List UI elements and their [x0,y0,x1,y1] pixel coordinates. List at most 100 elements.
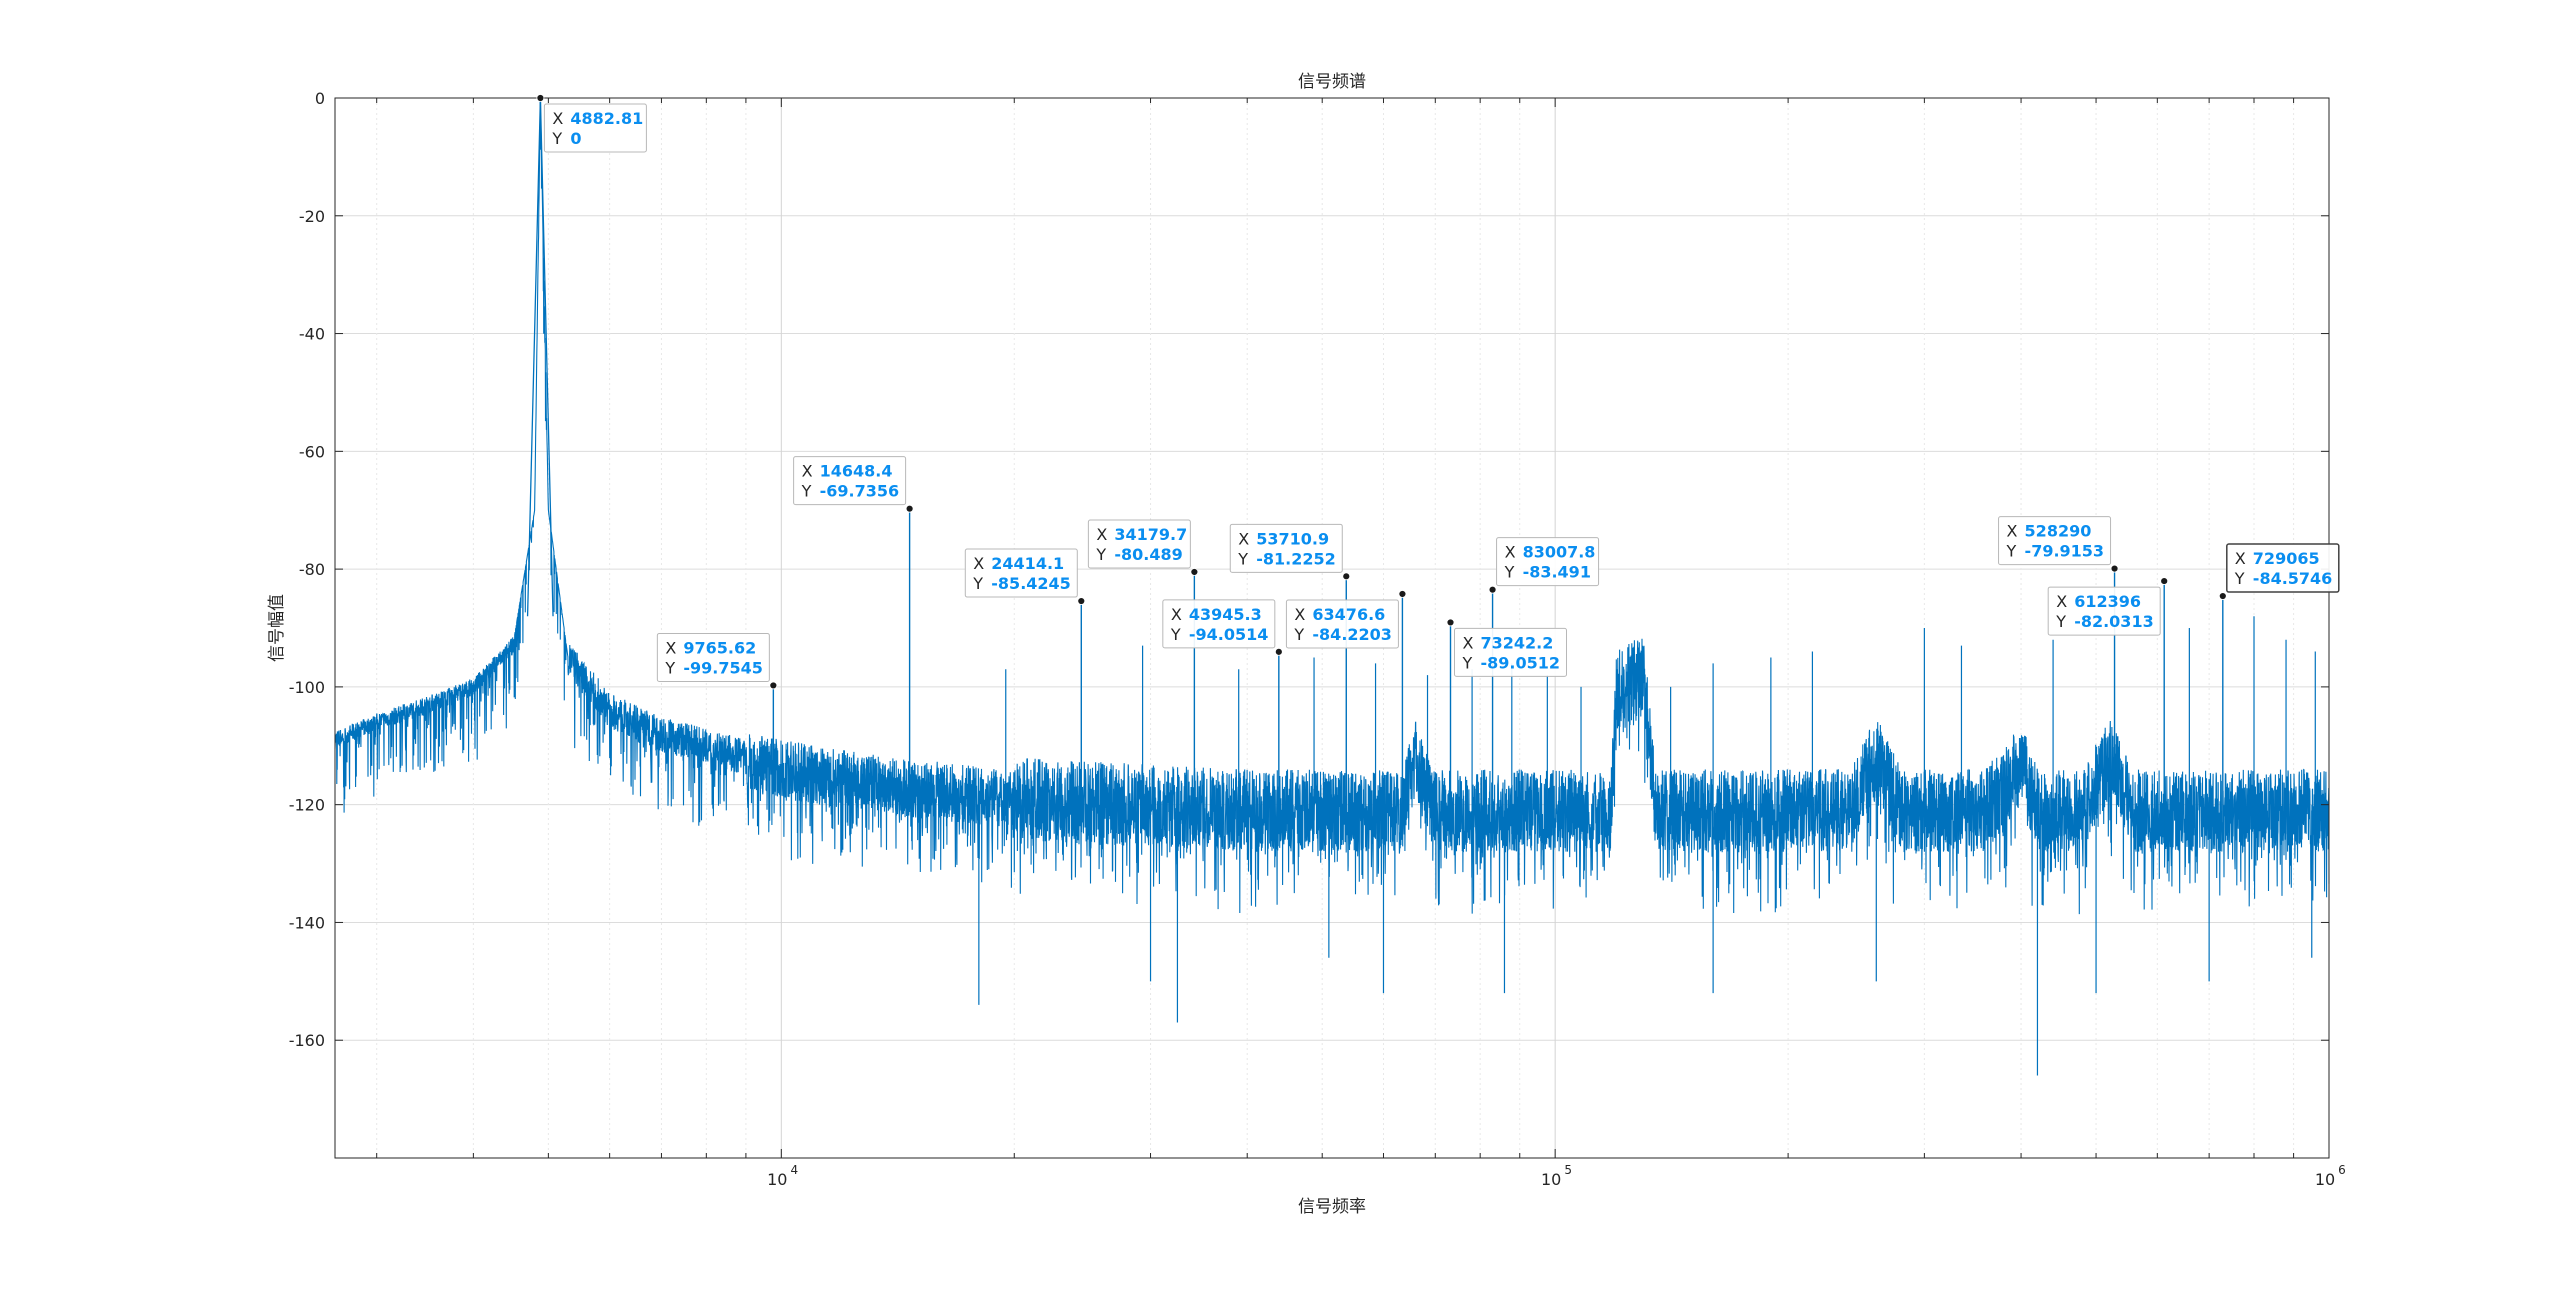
datatip[interactable]: X 83007.8 Y -83.491 [1488,537,1600,594]
datatip-x-value: 53710.9 [1256,529,1329,548]
datatip[interactable]: X 24414.1 Y -85.4245 [964,548,1086,605]
datatip[interactable]: X 53710.9 Y -81.2252 [1229,523,1351,581]
datatip-x-key: X [665,638,676,657]
datatip-marker [1446,618,1455,627]
y-tick-label: 0 [315,89,325,108]
datatip-marker [1398,590,1407,598]
datatip-box [656,632,770,682]
datatip-x-value: 612396 [2074,592,2141,611]
datatip-y-value: -82.0313 [2074,612,2154,631]
datatip-x-key: X [1096,525,1107,544]
y-tick-label: -140 [289,913,325,932]
datatip-y-value: -84.2203 [1312,625,1392,644]
x-tick-exponent: 4 [790,1163,798,1177]
y-tick-label: -80 [299,560,325,579]
datatip-y-value: -69.7356 [820,482,900,501]
datatip-marker [2218,592,2227,600]
x-axis-label: 信号频率 [1298,1197,1366,1217]
series-line [334,97,2330,1076]
datatip-y-value: -84.5746 [2253,569,2333,588]
datatip-y-key: Y [1504,563,1515,582]
datatip-x-value: 34179.7 [1114,525,1187,544]
grid [335,97,2330,1158]
datatip-x-key: X [552,109,563,128]
datatip-x-key: X [2007,522,2018,541]
axes-frame [334,97,2330,1159]
datatip-x-value: 4882.81 [570,109,643,128]
datatip-marker [1190,568,1199,576]
datatip-x-value: 14648.4 [820,462,893,481]
y-tick-label: -160 [289,1031,325,1050]
datatip-marker [2160,577,2169,585]
datatip-y-value: -83.491 [1523,563,1591,582]
datatip[interactable]: X 63476.6 Y -84.2203 [1285,590,1407,649]
datatip-x-key: X [2056,592,2067,611]
datatip-marker [1274,647,1283,656]
datatip-x-key: X [1171,605,1182,624]
datatip[interactable]: X 729065 Y -84.5746 [2218,543,2340,600]
datatip-box [2226,543,2340,593]
datatip-x-value: 729065 [2253,549,2320,568]
datatip[interactable]: X 612396 Y -82.0313 [2047,577,2169,636]
chart-title: 信号频谱 [1298,72,1366,92]
datatip-box [1162,599,1276,649]
y-tick-label: -120 [289,796,325,815]
datatip-box [2047,586,2161,636]
datatip-y-value: -85.4245 [991,574,1071,593]
datatip-y-key: Y [1095,545,1106,564]
datatip-x-value: 73242.2 [1481,633,1554,652]
datatip-y-key: Y [801,482,812,501]
datatip-x-value: 528290 [2025,522,2092,541]
datatip[interactable]: X 9765.62 Y -99.7545 [656,632,778,690]
datatip-y-key: Y [664,658,675,677]
datatip-x-key: X [973,554,984,573]
datatip-x-key: X [1505,543,1516,562]
datatip-box [1087,519,1191,569]
datatip-box [1454,627,1568,677]
datatip-marker [1342,572,1351,581]
datatip-y-key: Y [551,129,562,148]
spectrum-trace [334,98,2330,915]
datatip-box [543,103,647,153]
datatip-x-value: 83007.8 [1523,543,1596,562]
datatip[interactable]: X 528290 Y -79.9153 [1998,516,2119,573]
datatip-x-key: X [1238,529,1249,548]
datatip-x-value: 24414.1 [991,554,1064,573]
datatip-y-value: -79.9153 [2025,542,2105,561]
datatip-box [1285,599,1399,649]
datatip-box [793,456,907,506]
datatip-y-value: 0 [570,129,581,148]
datatip-y-value: -94.0514 [1189,625,1269,644]
datatip-x-key: X [1463,633,1474,652]
datatip-y-key: Y [1293,625,1304,644]
datatip-box [1496,537,1600,587]
datatip-y-key: Y [2006,542,2017,561]
datatip-box [1229,523,1343,573]
x-tick-label: 10 [2315,1170,2335,1189]
x-tick-exponent: 5 [1564,1163,1572,1177]
datatip[interactable]: X 34179.7 Y -80.489 [1087,519,1199,576]
datatip-marker [769,681,778,690]
datatip[interactable]: X 43945.3 Y -94.0514 [1162,599,1283,656]
datatip-y-value: -99.7545 [683,658,763,677]
datatip[interactable]: X 14648.4 Y -69.7356 [793,456,914,513]
datatip-y-key: Y [1170,625,1181,644]
datatip-y-key: Y [972,574,983,593]
plot-box [334,97,2330,1159]
y-tick-label: -60 [299,442,325,461]
y-tick-label: -20 [299,207,325,226]
x-tick-label: 10 [767,1170,787,1189]
x-axis: 10 4 10 5 10 6 [376,98,2346,1189]
x-tick-label: 10 [1541,1170,1561,1189]
datatip-x-key: X [2235,549,2246,568]
datatip[interactable]: X 73242.2 Y -89.0512 [1446,618,1568,677]
datatip-x-value: 63476.6 [1312,605,1385,624]
y-tick-label: -100 [289,678,325,697]
datatip-box [964,548,1078,598]
datatip-y-key: Y [2234,569,2245,588]
datatip-box [1998,516,2112,566]
datatip-x-key: X [802,462,813,481]
datatip[interactable]: X 4882.81 Y 0 [536,94,647,153]
